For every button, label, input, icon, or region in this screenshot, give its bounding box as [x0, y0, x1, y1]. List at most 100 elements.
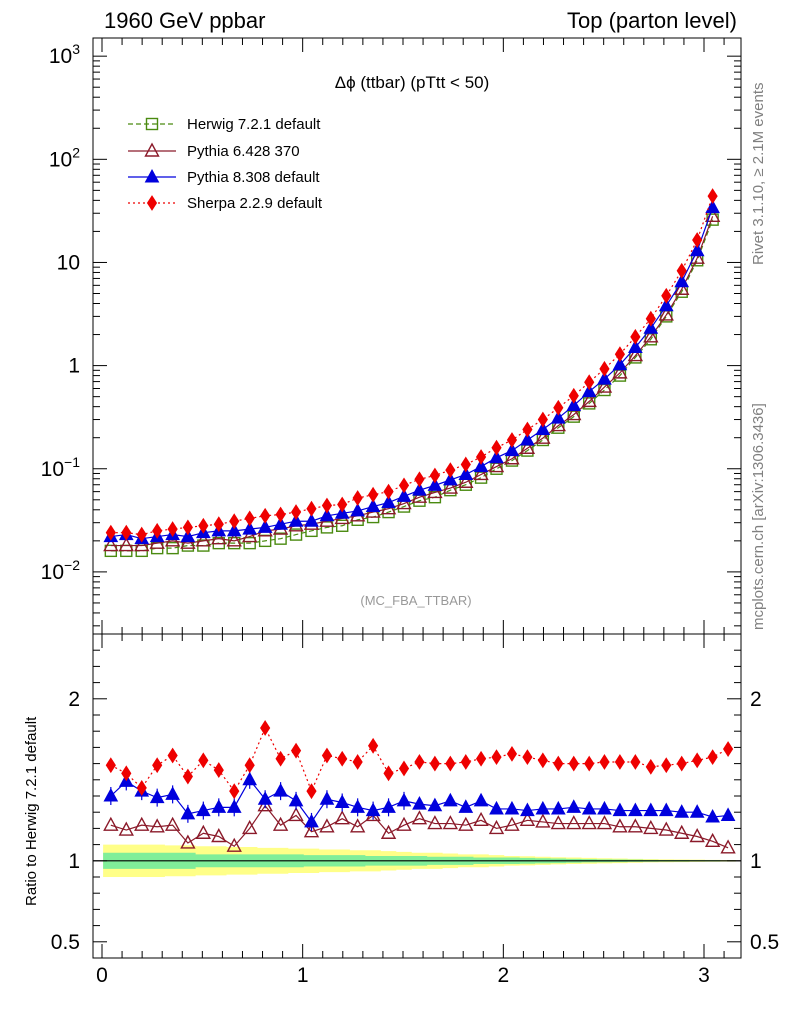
ratio-data-point: [674, 804, 690, 818]
main-data-point: [535, 421, 551, 436]
ratio-data-point: [321, 747, 333, 764]
ratio-data-point: [319, 791, 335, 805]
main-data-point: [553, 399, 564, 416]
ratio-data-point: [475, 750, 487, 767]
main-data-point: [692, 232, 703, 248]
ratio-data-point: [443, 792, 458, 807]
main-data-point: [429, 467, 441, 484]
ratio-data-point: [645, 758, 656, 775]
main-data-point: [458, 466, 474, 480]
ratio-ylabel: Ratio to Herwig 7.2.1 default: [23, 716, 40, 906]
ratio-data-point: [491, 749, 502, 766]
ratio-y-tick-label: 0.5: [51, 931, 80, 954]
main-data-point: [581, 383, 597, 398]
ratio-data-point: [612, 802, 628, 817]
ratio-data-point: [211, 799, 227, 813]
main-data-point: [306, 500, 317, 517]
y-tick-label: 103: [49, 41, 80, 68]
main-data-point: [103, 537, 119, 552]
main-data-point: [535, 429, 551, 444]
ratio-data-point: [520, 802, 535, 817]
main-data-point: [335, 519, 349, 532]
main-data-point: [121, 524, 132, 541]
ratio-data-point: [381, 799, 396, 813]
main-data-point: [242, 521, 258, 535]
ratio-data-point: [506, 745, 518, 762]
main-data-point: [566, 397, 582, 412]
x-tick-label: 2: [497, 964, 509, 987]
x-tick-label: 3: [698, 964, 710, 987]
main-data-point: [152, 522, 163, 539]
ratio-data-point: [103, 787, 119, 802]
main-data-point: [705, 199, 720, 214]
ratio-y-tick-label: 2: [68, 688, 80, 711]
ratio-data-point: [537, 752, 548, 769]
main-data-point: [442, 479, 459, 494]
ratio-data-point: [180, 805, 196, 820]
ratio-data-point: [427, 815, 443, 830]
legend-marker: [146, 195, 158, 211]
main-data-point: [411, 488, 428, 503]
ratio-data-point: [488, 819, 505, 835]
main-data-point: [260, 507, 271, 524]
main-data-point: [352, 490, 363, 506]
ratio-data-point: [704, 832, 721, 848]
ratio-frame: [92, 633, 742, 959]
main-data-point: [519, 439, 536, 454]
main-data-point: [320, 521, 334, 534]
ratio-data-point: [396, 792, 412, 807]
ratio-data-point: [489, 800, 504, 815]
y-tick-label: 10−1: [41, 454, 81, 481]
ratio-data-point: [658, 802, 674, 817]
ratio-data-point: [103, 816, 119, 831]
main-series-line: [110, 195, 714, 536]
ratio-data-point: [535, 800, 551, 815]
ratio-data-point: [334, 794, 350, 808]
ratio-data-point: [365, 802, 381, 817]
main-data-point: [491, 439, 502, 456]
main-data-point: [182, 519, 193, 536]
ratio-data-point: [473, 792, 489, 807]
legend-label: Pythia 6.428 370: [187, 143, 300, 160]
ratio-data-point: [458, 799, 474, 813]
main-data-point: [568, 387, 579, 404]
ratio-data-point: [566, 815, 582, 830]
main-data-point: [599, 360, 610, 377]
ratio-data-point: [445, 755, 456, 772]
ratio-data-point: [429, 755, 441, 772]
ratio-data-point: [152, 757, 163, 774]
main-data-point: [597, 371, 612, 385]
ratio-data-point: [180, 834, 196, 849]
main-data-point: [612, 356, 628, 371]
main-series-line: [110, 219, 714, 552]
main-data-point: [273, 516, 288, 530]
ratio-y-tick-label-right: 1: [750, 850, 762, 873]
main-series-line: [110, 216, 714, 547]
main-data-point: [149, 534, 165, 549]
ratio-data-point: [661, 757, 672, 774]
ratio-data-point: [319, 818, 335, 833]
ratio-data-point: [674, 824, 690, 839]
ratio-data-point: [226, 837, 242, 852]
main-data-point: [475, 449, 487, 465]
ratio-data-point: [553, 755, 564, 772]
ratio-data-point: [614, 754, 626, 770]
ratio-data-point: [275, 750, 286, 767]
ratio-data-point: [581, 800, 597, 815]
main-data-point: [674, 273, 690, 288]
ratio-y-tick-label-right: 0.5: [750, 931, 779, 954]
main-data-point: [274, 532, 287, 545]
legend-label: Herwig 7.2.1 default: [187, 116, 321, 133]
ratio-data-point: [167, 747, 178, 764]
main-data-point: [166, 541, 179, 555]
ratio-data-point: [213, 762, 224, 779]
ratio-series-line: [110, 804, 729, 849]
main-data-point: [368, 486, 379, 503]
main-data-point: [520, 431, 535, 446]
main-data-point: [211, 530, 227, 545]
ratio-data-point: [303, 823, 320, 838]
plot-title: Δϕ (ttbar) (pTtt < 50): [335, 73, 490, 92]
main-data-point: [628, 339, 643, 353]
ratio-data-point: [260, 720, 271, 736]
